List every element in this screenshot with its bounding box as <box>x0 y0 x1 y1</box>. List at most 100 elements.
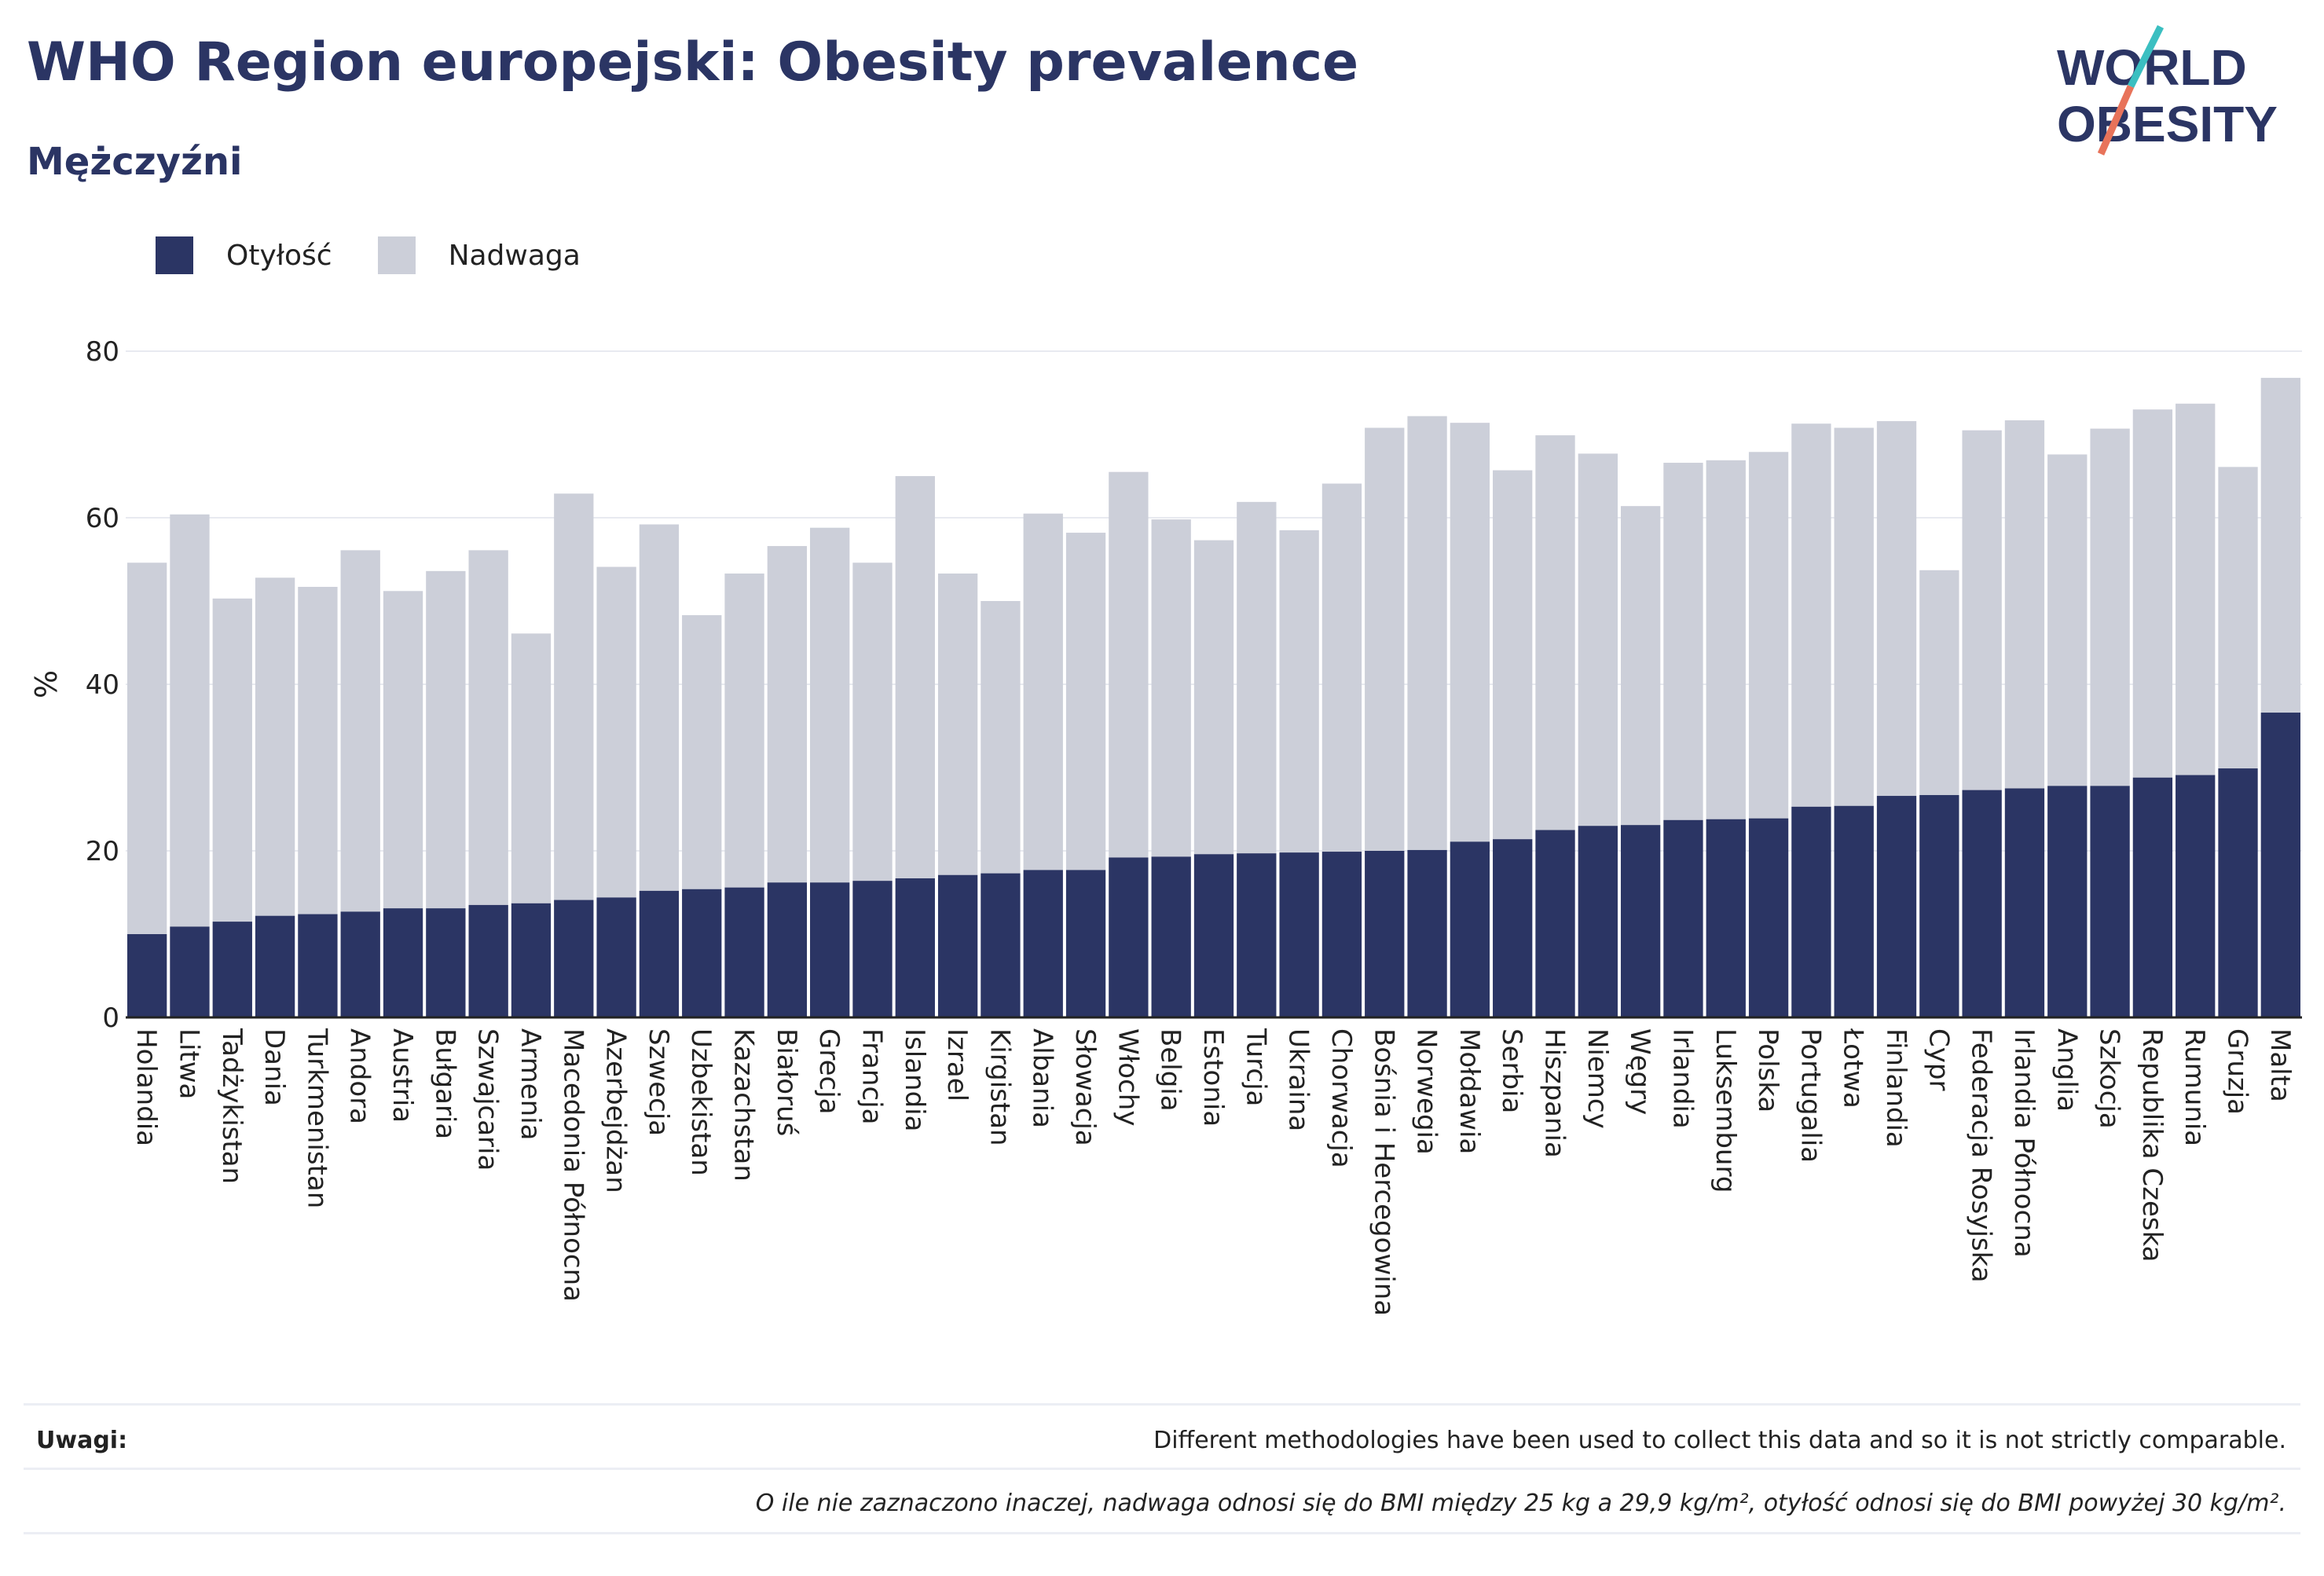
bar-obesity <box>810 882 850 1017</box>
bar-obesity <box>2047 786 2088 1017</box>
x-tick-label: Estonia <box>1197 1028 1229 1127</box>
bar-overweight <box>1791 423 1831 807</box>
bar-overweight <box>895 476 935 878</box>
x-tick-label: Węgry <box>1624 1028 1655 1115</box>
notes-divider-top <box>24 1403 2300 1406</box>
notes-divider-bottom <box>24 1532 2300 1534</box>
x-tick-label: Szwecja <box>643 1028 674 1136</box>
bar-obesity <box>937 874 978 1017</box>
x-tick-label: Belgia <box>1155 1028 1186 1112</box>
x-tick-label: Norwegia <box>1411 1028 1442 1155</box>
bar-overweight <box>2260 377 2300 713</box>
x-tick-label: Szkocja <box>2094 1028 2125 1129</box>
bar-overweight <box>2090 428 2130 786</box>
bar-obesity <box>212 922 252 1017</box>
bar-overweight <box>1748 452 1789 819</box>
y-tick-label: 20 <box>86 836 119 867</box>
bar-overweight <box>1193 540 1234 855</box>
bar-obesity <box>255 915 295 1017</box>
bar-overweight <box>981 601 1021 874</box>
legend-item-overweight: Nadwaga <box>377 236 581 274</box>
bar-overweight <box>1962 430 2002 790</box>
x-tick-label: Bośnia i Hercegowina <box>1368 1028 1399 1316</box>
bar-obesity <box>2132 777 2173 1017</box>
bar-overweight <box>1663 463 1703 820</box>
bar-overweight <box>1279 530 1319 853</box>
y-tick-label: 80 <box>86 336 119 368</box>
x-tick-label: Republika Czeska <box>2136 1028 2168 1263</box>
y-tick-label: 40 <box>86 669 119 701</box>
bar-obesity <box>1407 849 1447 1017</box>
bar-overweight <box>1535 435 1575 830</box>
bar-overweight <box>2132 409 2173 778</box>
bar-obesity <box>2260 713 2300 1017</box>
x-tick-label: Anglia <box>2051 1028 2082 1112</box>
bar-overweight <box>596 566 636 898</box>
x-tick-label: Finlandia <box>1880 1028 1912 1148</box>
bar-obesity <box>1493 839 1533 1017</box>
bar-obesity <box>1620 825 1661 1017</box>
bar-obesity <box>767 882 808 1017</box>
bar-obesity <box>682 889 722 1017</box>
x-tick-label: Irlandia Północna <box>2008 1028 2040 1258</box>
bar-overweight <box>1023 513 1063 870</box>
bar-overweight <box>1876 421 1917 797</box>
bar-overweight <box>1321 483 1362 852</box>
x-tick-label: Uzbekistan <box>685 1028 717 1176</box>
x-tick-label: Izrael <box>941 1028 973 1101</box>
bar-obesity <box>127 934 167 1017</box>
bar-overweight <box>1578 453 1618 826</box>
bar-obesity <box>170 926 210 1017</box>
bar-obesity <box>511 903 552 1017</box>
x-tick-label: Tadżykistan <box>216 1028 247 1184</box>
notes-label: Uwagi: <box>36 1427 128 1454</box>
bar-obesity <box>1023 870 1063 1017</box>
y-tick-label: 0 <box>102 1002 119 1034</box>
bar-overweight <box>2218 467 2258 769</box>
bar-overweight <box>1706 460 1746 819</box>
bar-overweight <box>1493 470 1533 840</box>
bar-overweight <box>1450 423 1490 842</box>
bar-obesity <box>1365 851 1405 1017</box>
x-tick-label: Turcja <box>1240 1028 1271 1106</box>
bar-obesity <box>1876 796 1917 1017</box>
x-tick-label: Federacja Rosyjska <box>1966 1028 1997 1283</box>
bar-obesity <box>1535 830 1575 1017</box>
bar-obesity <box>383 908 423 1017</box>
bar-overweight <box>2176 403 2216 775</box>
bar-overweight <box>1237 501 1277 854</box>
x-tick-label: Islandia <box>899 1028 930 1131</box>
bar-overweight <box>1365 427 1405 851</box>
bar-overweight <box>2004 420 2045 789</box>
svg-text:OBESITY: OBESITY <box>2057 96 2278 152</box>
note-bmi-definition: O ile nie zaznaczono inaczej, nadwaga od… <box>755 1490 2286 1517</box>
bar-overweight <box>170 514 210 927</box>
x-tick-label: Gruzja <box>2222 1028 2253 1115</box>
x-tick-label: Chorwacja <box>1325 1028 1357 1168</box>
bar-obesity <box>426 908 466 1017</box>
bar-obesity <box>1321 852 1362 1017</box>
x-tick-label: Grecja <box>813 1028 845 1114</box>
bar-obesity <box>554 900 594 1017</box>
x-tick-label: Bułgaria <box>429 1028 460 1139</box>
bar-overweight <box>724 574 764 888</box>
bar-obesity <box>2176 775 2216 1017</box>
bar-obesity <box>1834 805 1874 1017</box>
x-tick-label: Serbia <box>1496 1028 1527 1113</box>
bar-obesity <box>2090 786 2130 1017</box>
bar-obesity <box>1450 841 1490 1017</box>
bar-overweight <box>127 563 167 934</box>
stacked-bar-chart: 0 20 40 60 80% Holandia Litwa Tadżykistan Dania T… <box>29 336 2302 1316</box>
bar-obesity <box>1578 826 1618 1017</box>
x-tick-label: Mołdawia <box>1453 1028 1485 1154</box>
x-tick-label: Andora <box>344 1028 376 1124</box>
bar-overweight <box>212 598 252 922</box>
x-tick-label: Niemcy <box>1582 1028 1613 1129</box>
x-tick-label: Łotwa <box>1838 1028 1869 1109</box>
y-axis-label: % <box>29 670 64 698</box>
bar-overweight <box>340 550 380 912</box>
bar-overweight <box>682 615 722 889</box>
bar-obesity <box>724 887 764 1017</box>
bar-overweight <box>1065 533 1106 870</box>
bar-obesity <box>1962 790 2002 1017</box>
